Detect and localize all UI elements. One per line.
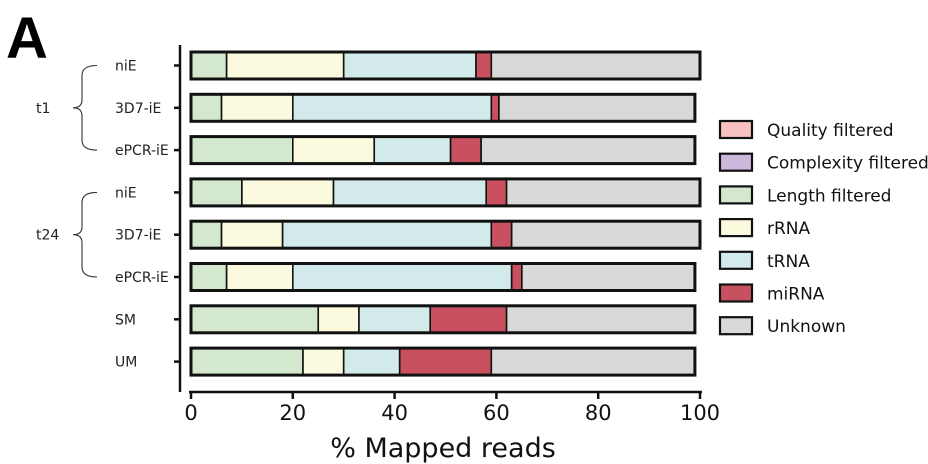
- group-label: t24: [36, 228, 59, 244]
- bar-segment: [505, 304, 696, 334]
- category-label: niE: [115, 185, 137, 201]
- bar-segment: [317, 304, 360, 334]
- bars: [189, 50, 702, 377]
- bar-segment: [291, 93, 493, 123]
- x-tick-label: 80: [585, 401, 612, 425]
- group-bracket: [72, 191, 98, 278]
- legend-swatch: [718, 283, 754, 303]
- bar-segment: [398, 347, 493, 376]
- bar-segment: [190, 220, 223, 249]
- legend-label: Length filtered: [767, 186, 891, 206]
- legend-swatch: [718, 316, 754, 336]
- bar-segment: [475, 51, 493, 80]
- x-axis: 0 20 40 60 80 100: [184, 390, 720, 425]
- bar-outline: [189, 346, 697, 377]
- bar-segment: [342, 347, 401, 376]
- bar-segment: [480, 135, 696, 165]
- bar-segment: [498, 93, 696, 123]
- bar-segment: [358, 304, 432, 334]
- bar-segment: [291, 135, 376, 165]
- legend-swatch: [718, 218, 754, 238]
- legend-swatch: [718, 250, 754, 270]
- bar-outline: [189, 177, 702, 208]
- bar-segment: [190, 262, 228, 292]
- bar-segment: [190, 51, 228, 80]
- category-label: UM: [115, 355, 137, 371]
- legend-label: Quality filtered: [767, 121, 894, 141]
- legend: Quality filtered Complexity filtered Lengt…: [718, 119, 928, 337]
- bar-segment: [505, 178, 701, 207]
- bar-segment: [449, 135, 482, 165]
- bar-segment: [485, 178, 508, 207]
- bar-segment: [190, 347, 304, 376]
- bar-segment: [490, 220, 513, 249]
- bar-segment: [225, 262, 294, 292]
- category-label: ePCR-iE: [115, 143, 169, 159]
- x-tick-label: 40: [381, 401, 408, 425]
- legend-label: Complexity filtered: [767, 154, 928, 174]
- bar-segment: [190, 304, 320, 334]
- bar-segment: [490, 51, 701, 80]
- bar-segment: [190, 135, 294, 165]
- legend-label: tRNA: [767, 252, 810, 272]
- legend-label: rRNA: [767, 219, 811, 239]
- bar-outline: [189, 304, 697, 335]
- y-axis: niE 3D7-iE ePCR-iE niE 3D7-iE ePCR-iE SM UM: [115, 45, 182, 392]
- x-tick-label: 100: [680, 401, 720, 425]
- bar-segment: [521, 262, 696, 292]
- x-tick-label: 0: [184, 401, 197, 425]
- bar-segment: [490, 93, 500, 123]
- legend-swatch: [718, 152, 754, 172]
- bar-segment: [302, 347, 345, 376]
- bar-outline: [189, 262, 697, 292]
- legend-label: Unknown: [767, 317, 846, 337]
- category-label: 3D7-iE: [115, 228, 161, 244]
- bar-segment: [241, 178, 335, 207]
- bar-segment: [291, 262, 513, 292]
- bar-segment: [190, 178, 243, 207]
- bar-segment: [510, 220, 701, 249]
- category-label: ePCR-iE: [115, 270, 169, 286]
- group-brackets: t1 t24: [36, 64, 98, 278]
- bar-outline: [189, 92, 697, 123]
- category-label: SM: [115, 312, 136, 328]
- bar-segment: [220, 93, 294, 123]
- category-label: niE: [115, 59, 137, 75]
- bar-outline: [189, 219, 702, 250]
- bar-segment: [429, 304, 508, 334]
- legend-swatch: [718, 119, 754, 140]
- bar-segment: [281, 220, 493, 249]
- bar-segment: [510, 262, 523, 292]
- x-tick-label: 60: [483, 401, 510, 425]
- bar-segment: [332, 178, 488, 207]
- category-label: 3D7-iE: [115, 101, 161, 117]
- x-tick-label: 20: [279, 401, 306, 425]
- bar-segment: [342, 51, 477, 80]
- bar-segment: [220, 220, 284, 249]
- legend-label: miRNA: [767, 285, 825, 305]
- bar-outline: [189, 50, 702, 81]
- group-label: t1: [36, 101, 50, 117]
- bar-segment: [490, 347, 696, 376]
- legend-swatch: [718, 185, 754, 205]
- bar-segment: [190, 93, 223, 123]
- panel-label: A: [6, 6, 48, 71]
- bar-segment: [225, 51, 345, 80]
- group-bracket: [72, 64, 98, 151]
- bar-outline: [189, 135, 697, 166]
- x-axis-title: % Mapped reads: [330, 433, 556, 464]
- bar-segment: [373, 135, 452, 165]
